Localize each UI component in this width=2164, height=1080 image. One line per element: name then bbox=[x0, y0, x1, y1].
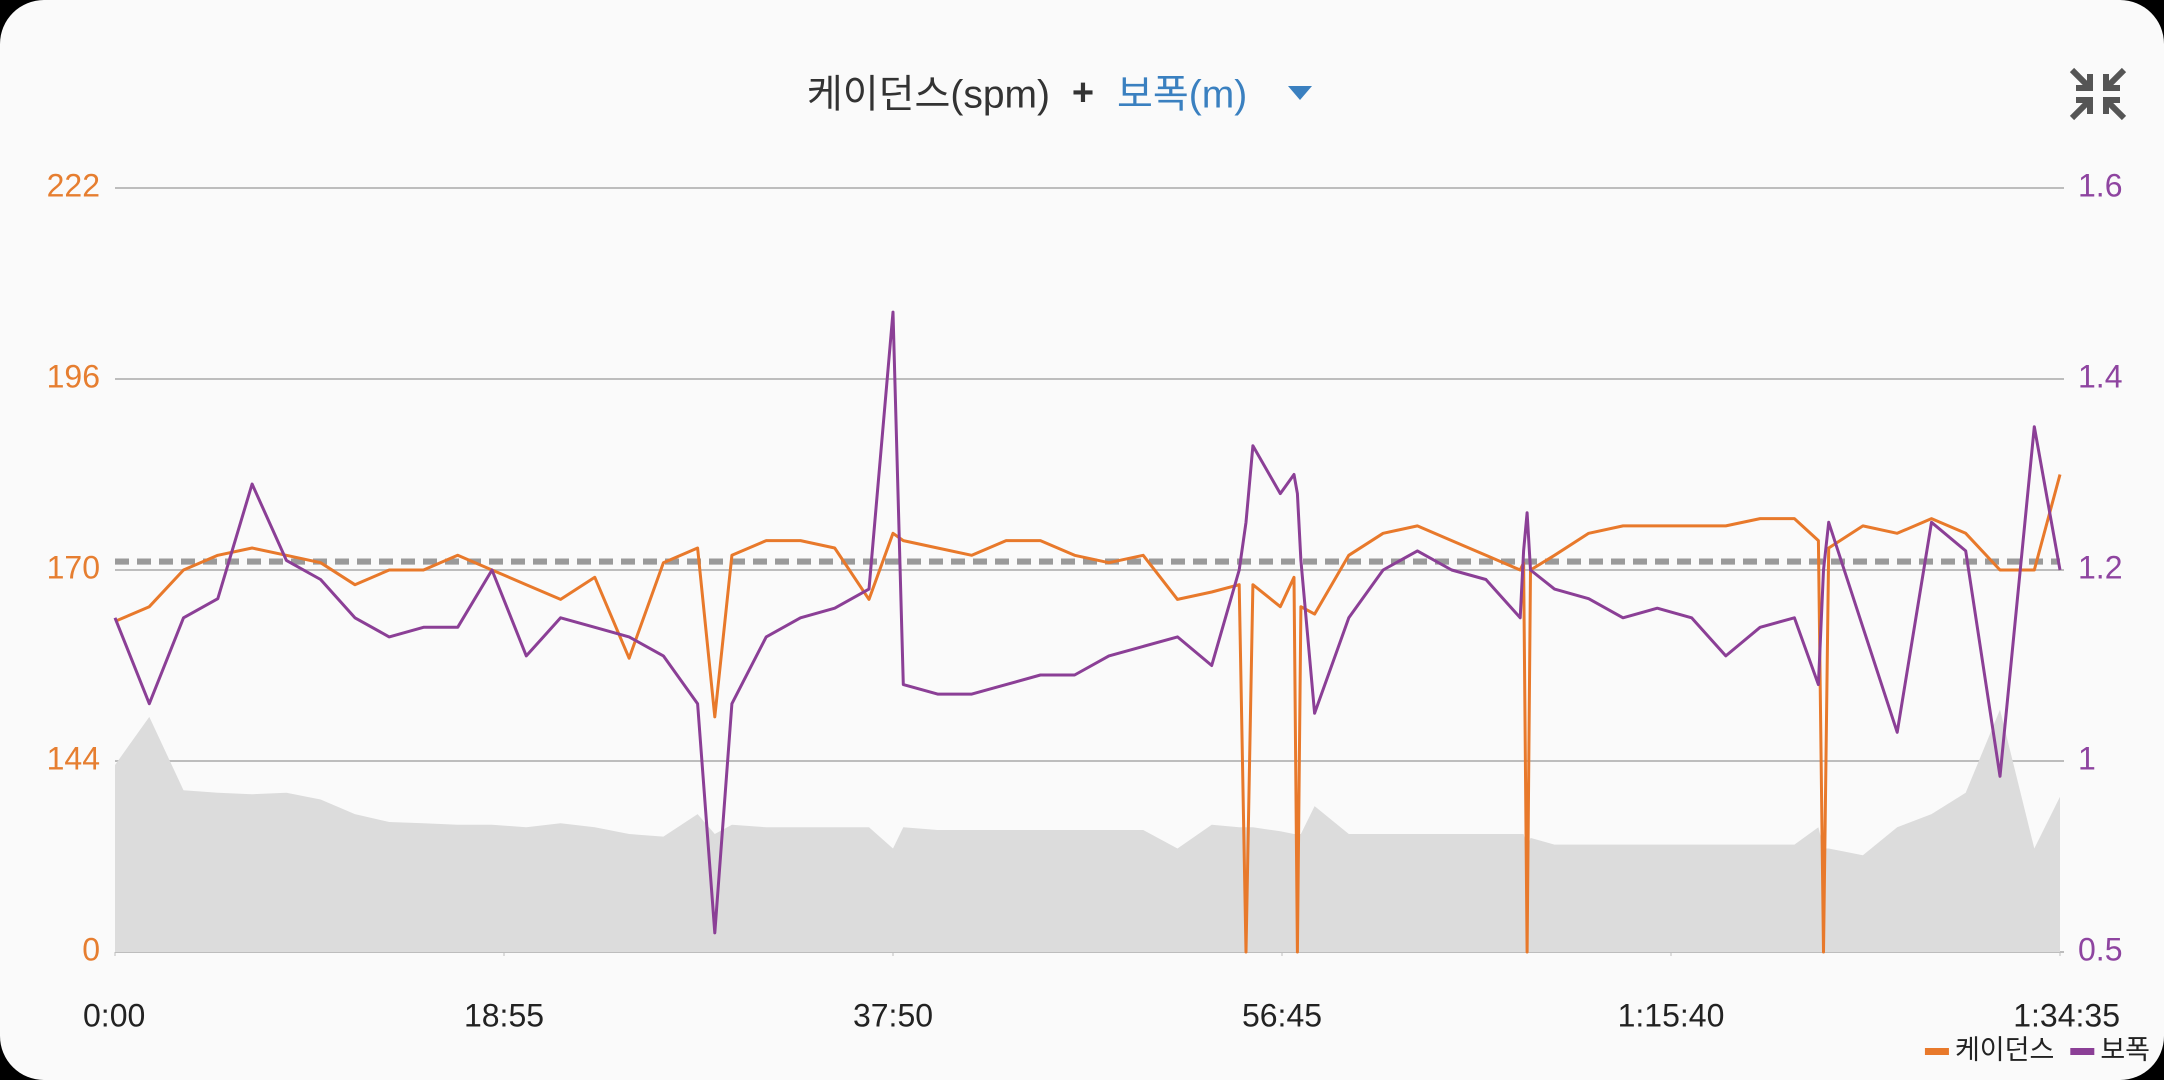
legend-swatch bbox=[1924, 1048, 1949, 1055]
legend-label: 보폭 bbox=[2100, 1035, 2150, 1065]
title-joiner: + bbox=[1072, 72, 1094, 114]
area bbox=[115, 709, 2060, 952]
dropdown-arrow[interactable] bbox=[1288, 86, 1312, 100]
y2-tick-label: 1.2 bbox=[2078, 549, 2122, 585]
y2-tick-label: 1.6 bbox=[2078, 167, 2122, 203]
y2-tick-label: 1 bbox=[2078, 740, 2096, 776]
line bbox=[114, 474, 2062, 954]
x-tick-label: 37:50 bbox=[853, 997, 933, 1033]
legend-label: 케이던스 bbox=[1955, 1035, 2054, 1065]
icon-arrow bbox=[2069, 97, 2093, 121]
collapse-icon[interactable] bbox=[2069, 67, 2127, 121]
legend-swatch bbox=[2070, 1048, 2095, 1055]
y-tick-label: 196 bbox=[47, 358, 100, 394]
y2-tick-label: 0.5 bbox=[2078, 931, 2122, 967]
y-tick-label: 222 bbox=[47, 167, 100, 203]
title-right[interactable]: 보폭(m) bbox=[1117, 73, 1247, 116]
title-left[interactable]: 케이던스(spm) bbox=[807, 73, 1050, 116]
y-tick-label: 144 bbox=[47, 740, 100, 776]
y-tick-label: 170 bbox=[47, 549, 100, 585]
x-tick-label: 18:55 bbox=[464, 997, 544, 1033]
x-tick-label: 0:00 bbox=[83, 997, 145, 1033]
icon-arrow bbox=[2103, 97, 2127, 121]
line bbox=[113, 310, 2062, 935]
y2-tick-label: 1.4 bbox=[2078, 358, 2122, 394]
x-tick-label: 1:15:40 bbox=[1618, 997, 1725, 1033]
y-tick-label: 0 bbox=[82, 931, 100, 967]
icon-arrow bbox=[2069, 67, 2093, 91]
x-tick-label: 1:34:35 bbox=[2013, 997, 2120, 1033]
x-tick-label: 56:45 bbox=[1242, 997, 1322, 1033]
icon-arrow bbox=[2103, 67, 2127, 91]
